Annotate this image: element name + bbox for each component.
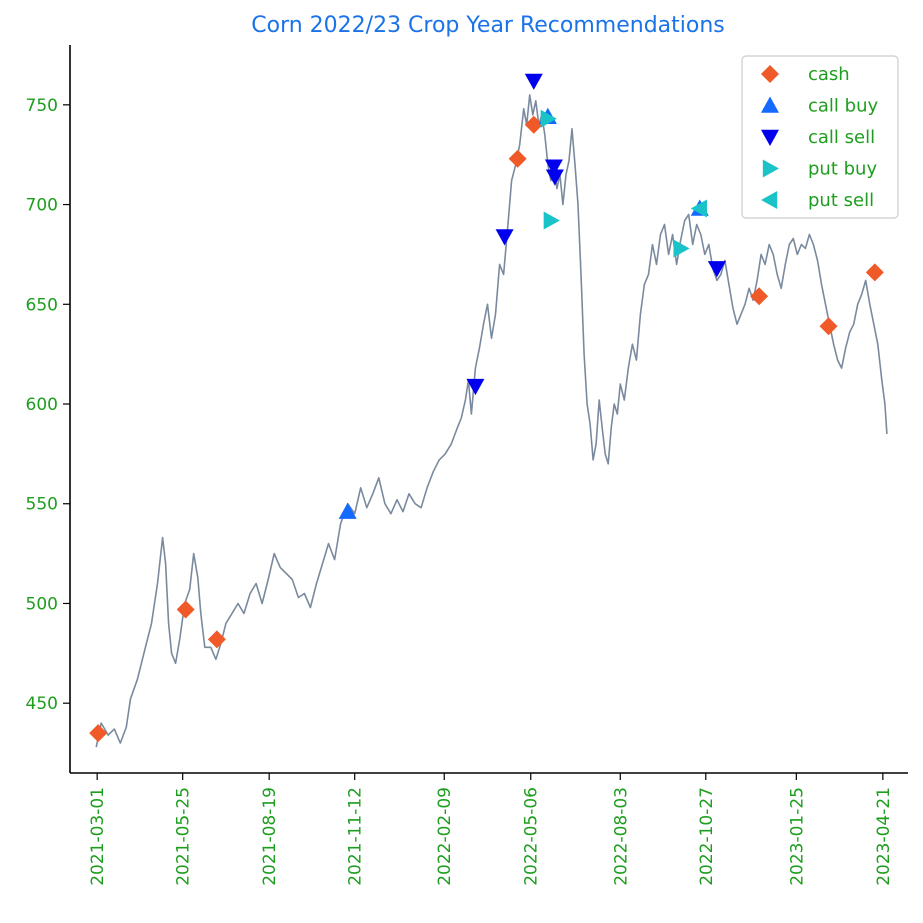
legend-label-cash: cash [808, 64, 850, 85]
marker-call-sell-3 [544, 159, 563, 176]
legend-label-put-buy: put buy [808, 159, 877, 180]
marker-cash-7 [865, 263, 884, 282]
y-axis-ticks: 450 500 550 600 650 700 750 [26, 96, 70, 714]
y-tick-label-2: 550 [26, 495, 58, 515]
y-tick-label-0: 450 [26, 694, 58, 714]
marker-call-sell-1 [495, 229, 514, 246]
marker-cash-1 [176, 600, 195, 619]
legend-box [741, 55, 899, 219]
legend-label-call-sell: call sell [808, 127, 875, 148]
marker-cash-3 [508, 149, 527, 168]
legend-marker-call-buy [761, 96, 779, 113]
marker-cash-5 [750, 287, 769, 306]
marker-put-buy-0 [540, 109, 557, 128]
y-tick-label-6: 750 [26, 96, 58, 116]
x-tick-label-8: 2023-01-25 [787, 787, 807, 886]
marker-cash-0 [89, 724, 108, 743]
legend: cash call buy call sell put buy put sell [741, 55, 899, 219]
legend-marker-cash [761, 65, 779, 83]
x-tick-label-5: 2022-05-06 [522, 787, 542, 886]
marker-cash-4 [524, 115, 543, 134]
chart-title: Corn 2022/23 Crop Year Recommendations [251, 13, 725, 38]
y-tick-label-1: 500 [26, 594, 58, 614]
legend-label-put-sell: put sell [808, 190, 874, 211]
marker-call-sell-0 [466, 378, 485, 396]
legend-marker-put-sell [761, 191, 778, 209]
legend-label-call-buy: call buy [808, 96, 878, 117]
x-tick-label-6: 2022-08-03 [611, 787, 631, 886]
x-tick-label-1: 2021-05-25 [174, 787, 194, 886]
x-tick-label-4: 2022-02-09 [435, 787, 455, 886]
marker-put-buy-1 [543, 211, 560, 230]
plot-area [89, 73, 888, 748]
marker-call-buy-0 [338, 502, 357, 519]
x-tick-label-7: 2022-10-27 [697, 787, 717, 886]
x-tick-label-0: 2021-03-01 [88, 787, 108, 886]
price-line-0 [95, 94, 888, 748]
marker-call-sell-4 [545, 169, 564, 186]
legend-marker-call-sell [761, 129, 779, 146]
legend-marker-put-buy [762, 159, 779, 178]
marker-put-sell-0 [690, 199, 707, 218]
marker-call-sell-5 [707, 261, 726, 278]
marker-call-sell-2 [524, 73, 543, 90]
marker-cash-6 [819, 317, 838, 336]
x-axis-ticks: 2021-03-01 2021-05-25 2021-08-19 2021-11-12… [88, 773, 894, 886]
marker-put-buy-2 [673, 239, 690, 258]
y-tick-label-4: 650 [26, 295, 58, 315]
y-tick-label-5: 700 [26, 196, 58, 216]
y-tick-label-3: 600 [26, 395, 58, 415]
x-tick-label-2: 2021-08-19 [260, 787, 280, 886]
axes [69, 45, 908, 774]
x-tick-label-9: 2023-04-21 [874, 787, 894, 886]
marker-cash-2 [207, 630, 226, 649]
x-tick-label-3: 2021-11-12 [346, 787, 366, 886]
